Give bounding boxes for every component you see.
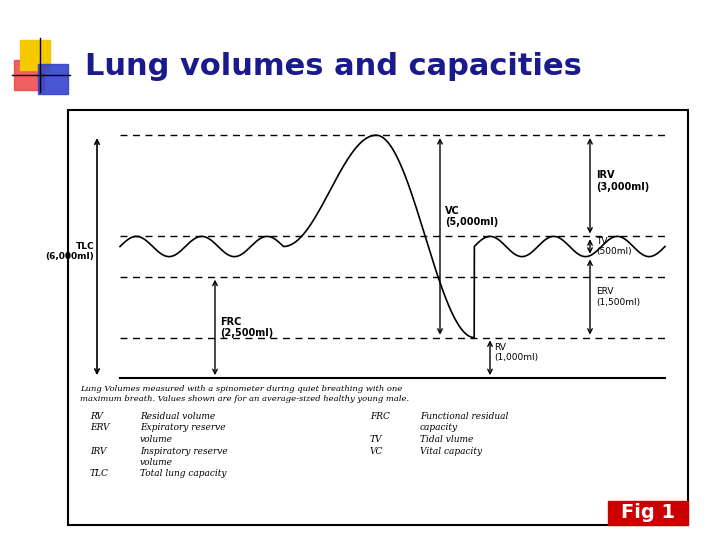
Text: RV: RV — [90, 412, 103, 421]
Text: TV
(500ml): TV (500ml) — [596, 237, 631, 256]
Text: volume: volume — [140, 435, 173, 444]
Text: TLC: TLC — [90, 469, 109, 478]
Text: FRC
(2,500ml): FRC (2,500ml) — [220, 316, 274, 338]
Text: FRC: FRC — [370, 412, 390, 421]
Text: ERV: ERV — [90, 423, 109, 433]
Text: Expiratory reserve: Expiratory reserve — [140, 423, 225, 433]
Bar — [20, 40, 50, 70]
Text: Fig 1: Fig 1 — [621, 503, 675, 523]
Text: VC
(5,000ml): VC (5,000ml) — [445, 206, 498, 227]
Text: RV
(1,000ml): RV (1,000ml) — [494, 343, 538, 362]
Text: VC: VC — [370, 447, 383, 456]
Text: Vital capacity: Vital capacity — [420, 447, 482, 456]
Text: TV: TV — [370, 435, 382, 444]
Text: ERV
(1,500ml): ERV (1,500ml) — [596, 287, 640, 307]
Text: volume: volume — [140, 458, 173, 467]
Text: capacity: capacity — [420, 423, 458, 433]
Text: IRV: IRV — [90, 447, 107, 456]
Text: TLC
(6,000ml): TLC (6,000ml) — [45, 242, 94, 261]
Text: Total lung capacity: Total lung capacity — [140, 469, 227, 478]
Bar — [68, 110, 688, 525]
Bar — [14, 60, 44, 90]
Text: Lung volumes and capacities: Lung volumes and capacities — [85, 52, 582, 81]
Text: Inspiratory reserve: Inspiratory reserve — [140, 447, 228, 456]
Text: Functional residual: Functional residual — [420, 412, 508, 421]
Bar — [38, 64, 68, 94]
Bar — [608, 501, 688, 525]
Text: Tidal vlume: Tidal vlume — [420, 435, 473, 444]
Text: IRV
(3,000ml): IRV (3,000ml) — [596, 170, 649, 192]
Text: Lung Volumes measured with a spinometer during quiet breathing with one
maximum : Lung Volumes measured with a spinometer … — [80, 385, 409, 403]
Text: Residual volume: Residual volume — [140, 412, 215, 421]
